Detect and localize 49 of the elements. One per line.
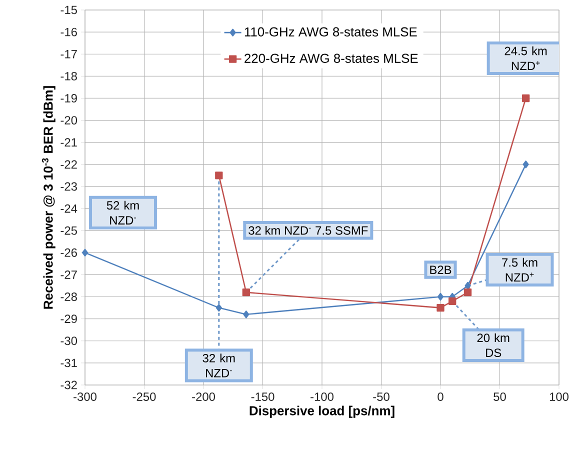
x-tick-label: 100 xyxy=(550,392,569,401)
y-tick-label: -23 xyxy=(60,182,77,191)
y-tick-label: -30 xyxy=(60,336,78,346)
y-tick-label: -25 xyxy=(60,226,77,235)
y-tick-label: -16 xyxy=(60,28,77,36)
y-tick-label: -18 xyxy=(60,72,77,80)
legend-label: 110-GHz AWG 8-states MLSE xyxy=(244,27,417,36)
y-tick-label: -32 xyxy=(60,380,77,390)
x-tick-label: -100 xyxy=(310,392,334,401)
y-tick-label: -20 xyxy=(60,116,78,125)
point xyxy=(448,297,456,306)
annotation: 7.5 km NZD$^{+}$ xyxy=(502,258,538,282)
x-tick-label: -150 xyxy=(251,392,274,401)
legend-label: 220-GHz AWG 8-states MLSE xyxy=(244,54,418,63)
y-tick-label: -31 xyxy=(60,358,77,368)
y-tick-label: -15 xyxy=(60,6,77,14)
x-axis-title: Dispersive load [ps/nm] xyxy=(250,406,394,418)
x-tick-label: 0 xyxy=(438,392,444,401)
annotation: 52 km NZD$^{-}$ xyxy=(106,200,139,224)
y-tick-label: -17 xyxy=(60,50,77,58)
point xyxy=(242,288,250,296)
y-tick-label: -27 xyxy=(60,270,77,279)
y-axis-title: Received power @ 3 10$^{-3}$ BER [dBm] xyxy=(42,86,56,309)
x-tick-label: -50 xyxy=(373,392,390,401)
y-tick-label: -29 xyxy=(60,314,77,324)
point xyxy=(464,288,472,296)
x-tick-label: -200 xyxy=(192,392,215,401)
y-tick-label: -24 xyxy=(60,204,78,213)
x-tick-label: -300 xyxy=(74,392,96,401)
point xyxy=(522,94,530,102)
annotation: 32 km NZD$^{-}$ 7.5 SSMF xyxy=(248,226,368,235)
y-tick-label: -22 xyxy=(60,160,77,169)
y-tick-label: -28 xyxy=(60,292,77,301)
y-tick-label: -19 xyxy=(60,94,77,102)
annotation: 20 km DS xyxy=(477,333,510,358)
y-tick-label: -21 xyxy=(60,138,77,147)
point xyxy=(437,292,444,301)
point xyxy=(522,160,529,168)
annotation: 24.5 km NZD$^{+}$ xyxy=(504,46,547,70)
point xyxy=(243,310,250,318)
point xyxy=(216,304,222,312)
point xyxy=(215,172,223,180)
point xyxy=(436,304,444,312)
annotation: 32 km NZD$^{-}$ xyxy=(202,354,235,378)
x-tick-label: -250 xyxy=(132,392,156,401)
y-tick-label: -26 xyxy=(60,248,77,257)
x-tick-label: 50 xyxy=(494,392,506,401)
annotation: B2B xyxy=(430,266,452,274)
point xyxy=(82,248,88,256)
